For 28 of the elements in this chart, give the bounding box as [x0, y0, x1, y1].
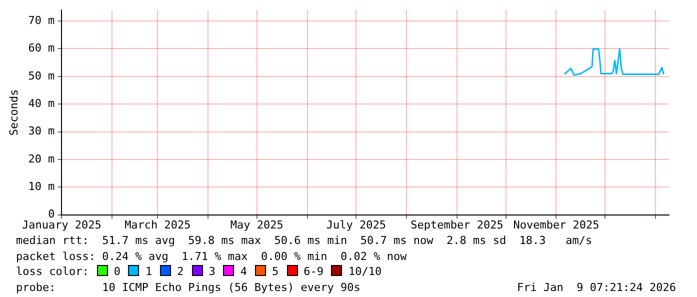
text: 6-9	[304, 265, 324, 278]
x-tick-label: March 2025	[124, 218, 191, 232]
text: 3	[208, 265, 216, 278]
y-tick-label: 40 m	[28, 96, 56, 110]
text: loss color:	[16, 265, 89, 278]
text: 0	[114, 265, 120, 278]
y-axis-title: Seconds	[7, 89, 20, 136]
text: 4	[240, 265, 247, 278]
x-tick-label: January 2025	[22, 218, 102, 232]
x-tick-label: May 2025	[230, 218, 284, 232]
text: 1	[145, 265, 152, 278]
text: 5	[272, 265, 279, 278]
y-tick-label: 10 m	[28, 180, 56, 193]
x-tick-label: November 2025	[513, 218, 600, 232]
text: packet loss: 0.24 % avg 1.71 % max 0.00 % min 0.02 % now	[16, 250, 407, 262]
y-tick-label: 70 m	[28, 14, 56, 27]
y-tick-label: 20 m	[28, 152, 56, 166]
text: median rtt: 51.7 ms avg 59.8 ms max 50.6 ms min 50.7 ms now 2.8 ms sd 18.3 am/s	[16, 234, 592, 247]
text: probe: 10 ICMP Echo Pings (56 Bytes) every 90s	[16, 280, 360, 294]
y-tick-label: 50 m	[28, 69, 56, 82]
y-tick-label: 0	[48, 208, 55, 221]
text: 2	[177, 265, 184, 278]
x-tick-label: September 2025	[410, 218, 504, 232]
x-tick-label: July 2025	[326, 218, 386, 232]
y-tick-label: 60 m	[28, 42, 56, 55]
text: 10/10	[348, 265, 382, 278]
text: Fri Jan 9 07:21:24 2026	[517, 280, 676, 295]
y-tick-label: 30 m	[28, 124, 56, 138]
